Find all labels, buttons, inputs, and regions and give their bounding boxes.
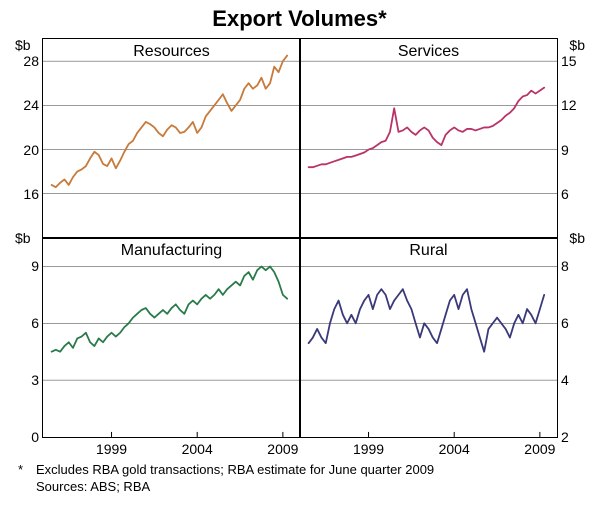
footnote-text: Excludes RBA gold transactions; RBA esti… [36, 462, 434, 477]
x-tick-label: 2004 [182, 441, 213, 457]
x-tick-label: 2009 [524, 441, 555, 457]
chart-svg-rural [300, 238, 557, 437]
y-tick-label: 9 [31, 258, 39, 274]
y-tick-label: 9 [561, 142, 569, 158]
y-tick-label: 0 [31, 429, 39, 445]
footnote: *Excludes RBA gold transactions; RBA est… [18, 462, 578, 496]
y-tick-label: 3 [31, 372, 39, 388]
chart-container: Export Volumes* $b $b $b $b Resources 16… [0, 0, 599, 506]
panel-rural: Rural 2468199920042009 [300, 238, 557, 437]
unit-label-mr: $b [569, 230, 585, 246]
y-tick-label: 4 [561, 372, 569, 388]
x-tick-label: 1999 [96, 441, 127, 457]
y-tick-label: 16 [23, 186, 39, 202]
y-tick-label: 12 [561, 97, 577, 113]
unit-label-tl: $b [15, 37, 31, 53]
chart-svg-manufacturing [43, 238, 300, 437]
unit-label-ml: $b [15, 230, 31, 246]
y-tick-label: 6 [561, 186, 569, 202]
y-tick-label: 24 [23, 97, 39, 113]
panel-resources: Resources 16202428 [43, 39, 300, 238]
unit-label-tr: $b [569, 37, 585, 53]
y-tick-label: 6 [31, 315, 39, 331]
footnote-marker: * [18, 462, 36, 479]
y-tick-label: 15 [561, 53, 577, 69]
x-tick-label: 2004 [439, 441, 470, 457]
plot-area: $b $b $b $b Resources 16202428 Services … [42, 38, 558, 438]
y-tick-label: 8 [561, 258, 569, 274]
panel-manufacturing: Manufacturing 0369199920042009 [43, 238, 300, 437]
sources-text: Sources: ABS; RBA [36, 479, 150, 496]
y-tick-label: 2 [561, 429, 569, 445]
panel-services: Services 691215 [300, 39, 557, 238]
x-tick-label: 2009 [267, 441, 298, 457]
chart-svg-services [300, 39, 557, 238]
y-tick-label: 28 [23, 53, 39, 69]
y-tick-label: 6 [561, 315, 569, 331]
chart-title: Export Volumes* [0, 6, 599, 32]
y-tick-label: 20 [23, 142, 39, 158]
x-tick-label: 1999 [353, 441, 384, 457]
chart-svg-resources [43, 39, 300, 238]
